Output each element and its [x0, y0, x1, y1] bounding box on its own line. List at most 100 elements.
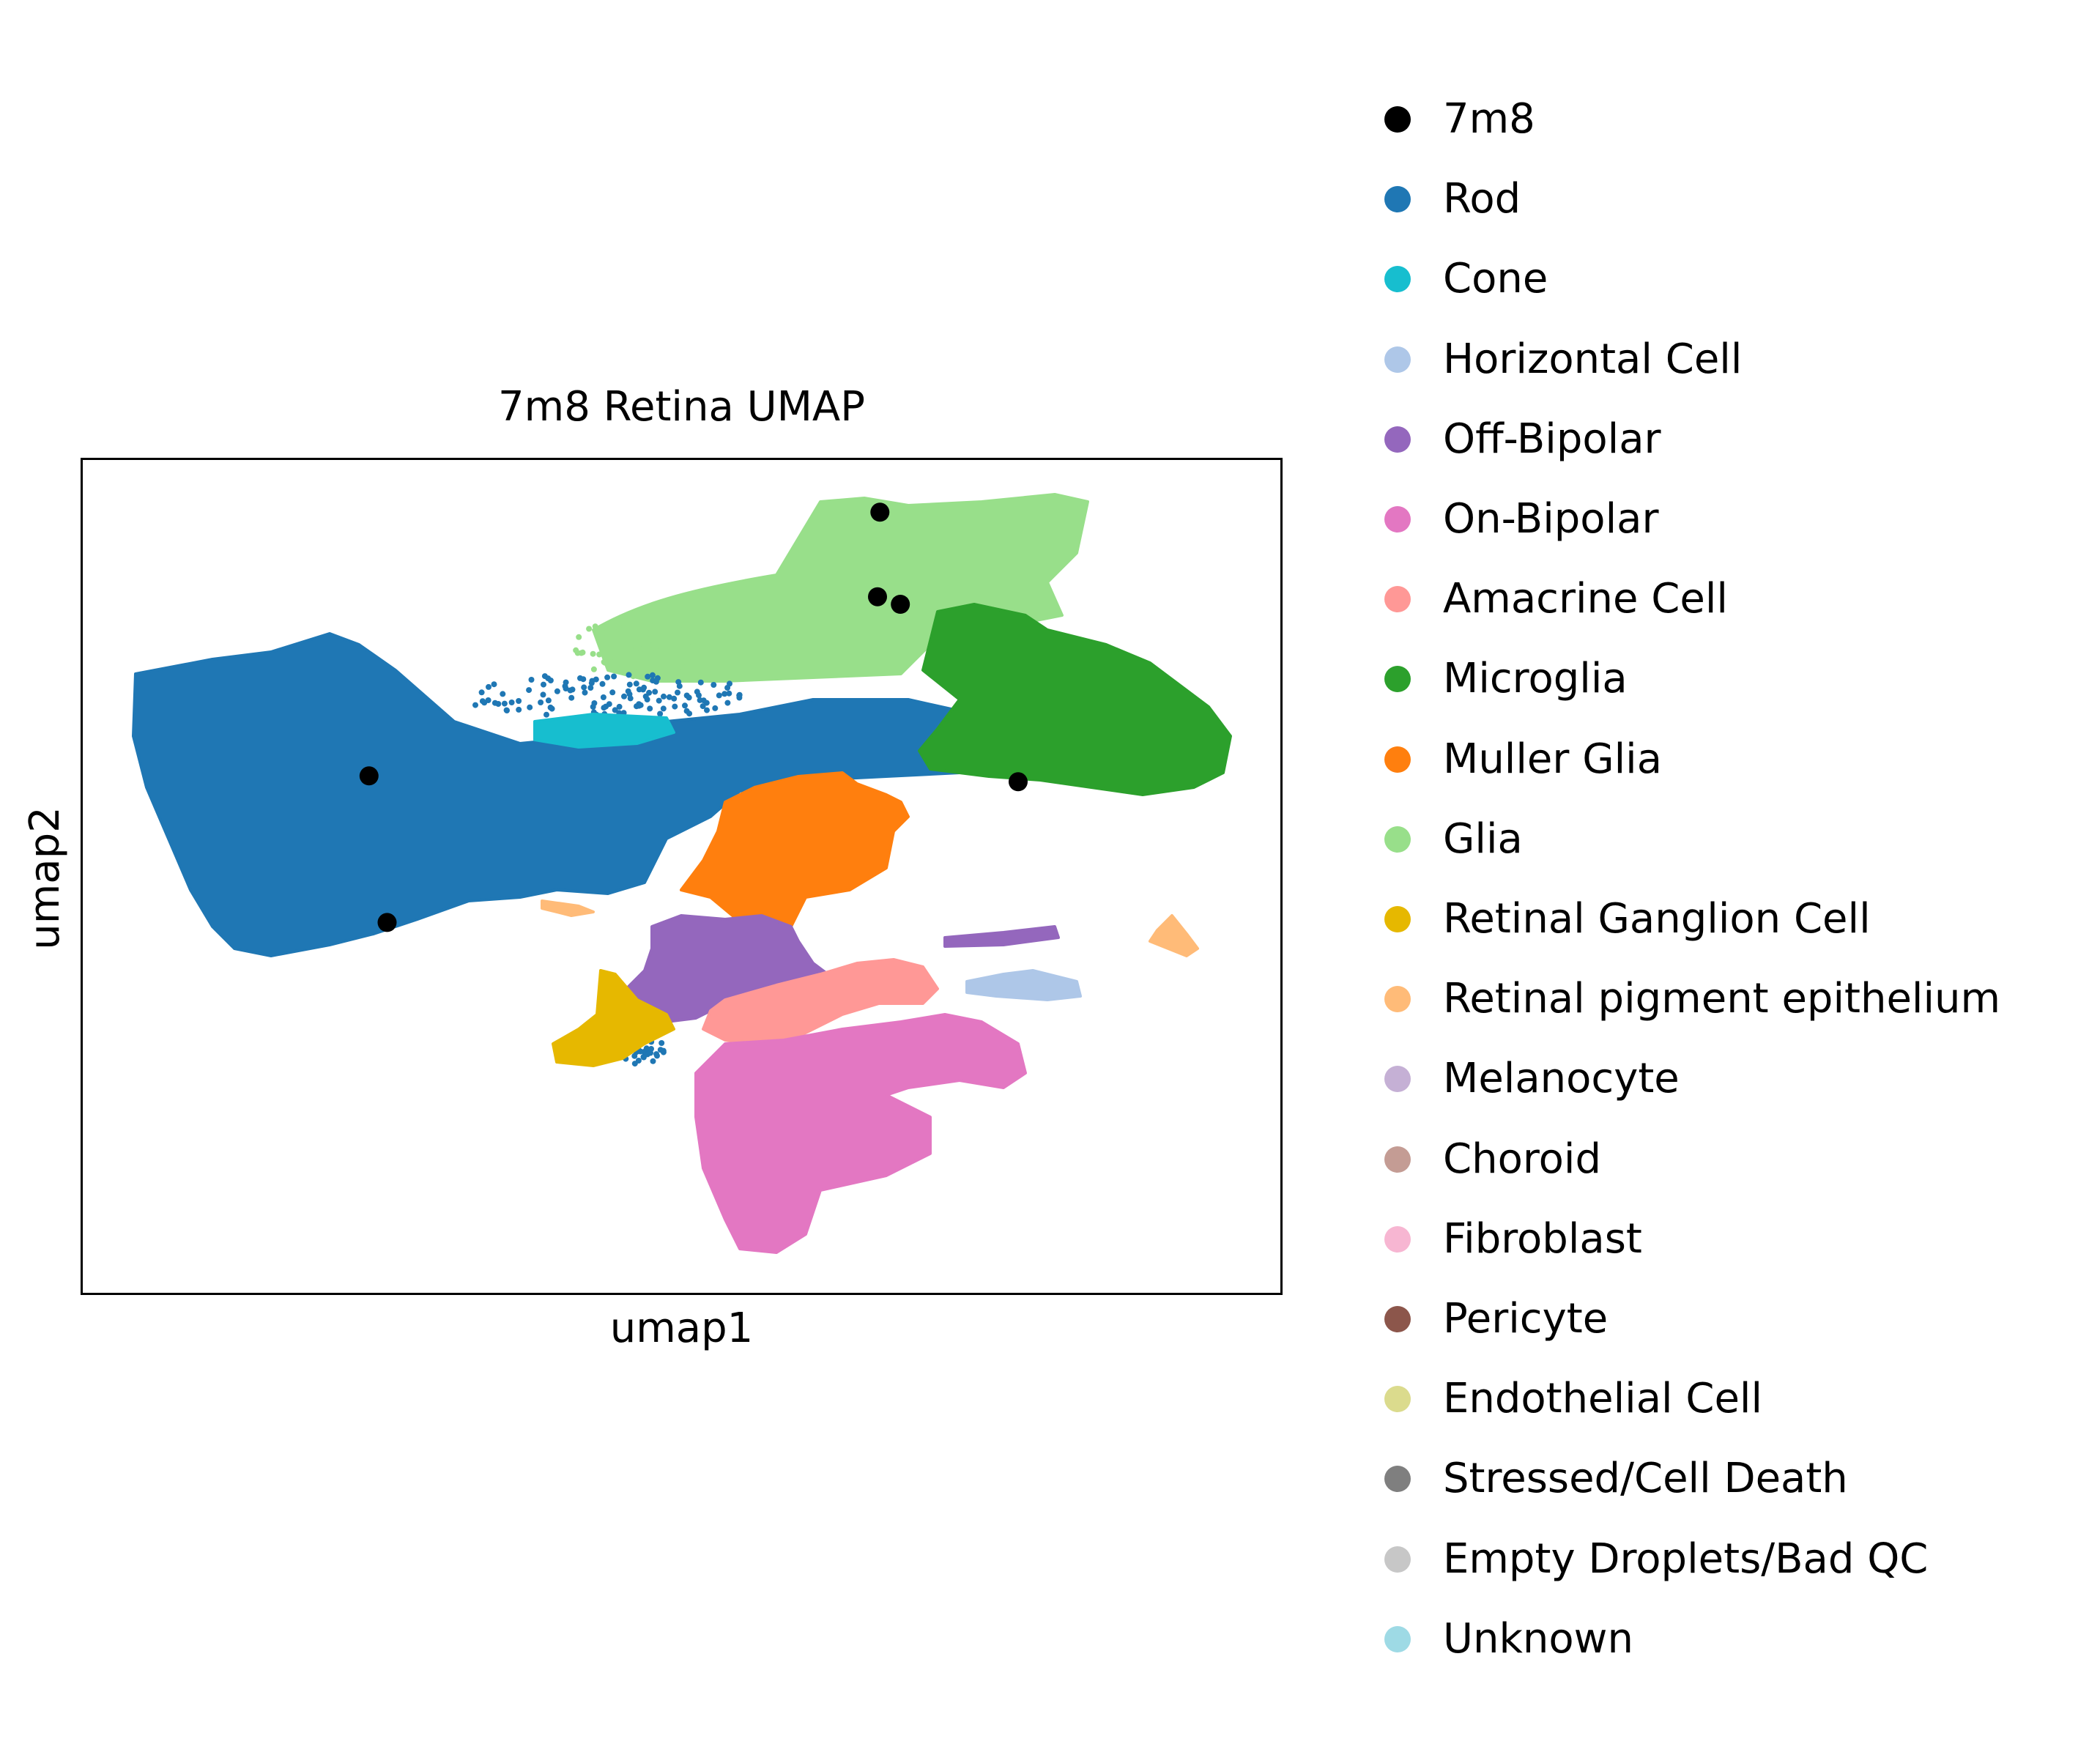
7m8-point	[1009, 772, 1028, 792]
7m8-point	[359, 766, 379, 786]
cluster-cone	[533, 713, 675, 749]
cell-point	[586, 626, 593, 632]
cell-point	[656, 669, 663, 676]
legend-label: 7m8	[1443, 95, 1535, 143]
cell-clusters	[132, 493, 1232, 1254]
7m8-point	[891, 595, 910, 614]
cell-point	[508, 700, 515, 705]
legend-label: Pericyte	[1443, 1295, 1609, 1343]
cell-point	[654, 1053, 660, 1059]
cell-point	[684, 640, 691, 647]
cell-point	[676, 683, 683, 689]
cell-point	[686, 710, 693, 717]
legend-item: Endothelial Cell	[1384, 1373, 1762, 1425]
cell-point	[567, 687, 574, 694]
legend-item: 7m8	[1384, 93, 1535, 146]
cell-point	[660, 705, 667, 712]
cell-point	[607, 655, 614, 661]
cluster-amacrine-cell	[702, 958, 939, 1045]
cell-point	[691, 647, 697, 654]
legend-marker	[1384, 266, 1411, 293]
cell-point	[645, 673, 651, 680]
cell-point	[697, 679, 704, 686]
cell-point	[667, 653, 673, 659]
7m8-points	[359, 502, 1028, 932]
cell-point	[675, 625, 682, 631]
cell-point	[596, 651, 603, 658]
cell-point	[672, 703, 678, 710]
cell-point	[647, 705, 653, 712]
legend-label: On-Bipolar	[1443, 495, 1659, 543]
legend-marker	[1384, 1066, 1411, 1093]
cell-point	[736, 691, 743, 698]
cell-point	[724, 685, 731, 691]
cell-point	[625, 688, 631, 694]
legend-label: Rod	[1443, 175, 1521, 223]
cluster-off-bipolar	[943, 925, 1060, 948]
cell-point	[646, 689, 653, 696]
cell-point	[631, 669, 637, 675]
cell-point	[500, 691, 506, 697]
7m8-point	[868, 587, 887, 606]
cell-point	[601, 705, 607, 711]
cell-point	[545, 697, 552, 704]
7m8-point	[377, 913, 397, 932]
cell-point	[580, 676, 587, 683]
cell-point	[712, 705, 719, 711]
legend-marker	[1384, 346, 1411, 373]
cell-point	[609, 689, 616, 696]
legend-label: Unknown	[1443, 1614, 1633, 1663]
cell-point	[491, 681, 497, 688]
cell-point	[592, 623, 598, 630]
cell-point	[590, 666, 597, 672]
cell-point	[472, 702, 478, 708]
cell-point	[656, 697, 662, 704]
legend-label: Melanocyte	[1443, 1055, 1680, 1103]
cell-point	[590, 650, 596, 657]
cluster-retinal-pigment-epithelium	[1149, 914, 1199, 957]
cell-point	[621, 693, 627, 700]
cell-point	[527, 704, 533, 710]
7m8-point	[870, 502, 890, 522]
cell-point	[716, 692, 722, 699]
cell-point	[611, 673, 617, 680]
cell-point	[661, 693, 667, 700]
cell-point	[478, 689, 485, 696]
legend-marker	[1384, 1546, 1411, 1573]
cell-point	[645, 620, 651, 626]
cell-point	[633, 680, 639, 687]
cell-point	[643, 1045, 650, 1052]
cell-point	[671, 695, 678, 702]
cell-point	[690, 656, 697, 662]
cluster-microglia	[918, 603, 1232, 796]
cell-point	[657, 1047, 664, 1053]
cell-point	[538, 700, 544, 705]
y-axis-label: umap2	[21, 806, 69, 950]
legend-item: Horizontal Cell	[1384, 333, 1742, 386]
legend-marker	[1384, 666, 1411, 693]
cell-point	[582, 689, 588, 696]
legend-item: Empty Droplets/Bad QC	[1384, 1533, 1928, 1586]
legend-item: Amacrine Cell	[1384, 573, 1728, 626]
cell-point	[641, 644, 648, 650]
cell-point	[710, 682, 717, 688]
legend-label: Stressed/Cell Death	[1443, 1455, 1848, 1503]
umap-plot-area	[132, 493, 1232, 1254]
cell-point	[650, 642, 656, 648]
cell-point	[541, 673, 548, 680]
cell-point	[581, 684, 587, 691]
cell-point	[587, 685, 594, 691]
cell-point	[574, 650, 581, 656]
cell-point	[631, 1053, 638, 1059]
cell-point	[549, 705, 555, 712]
cell-point	[495, 701, 502, 707]
cell-point	[501, 700, 508, 707]
chart-title: 7m8 Retina UMAP	[498, 383, 865, 431]
legend-marker	[1384, 1386, 1411, 1413]
cell-point	[635, 626, 642, 633]
cluster-muller-glia	[680, 771, 910, 935]
cell-point	[579, 649, 586, 656]
legend-label: Choroid	[1443, 1135, 1602, 1183]
cell-point	[691, 643, 697, 650]
